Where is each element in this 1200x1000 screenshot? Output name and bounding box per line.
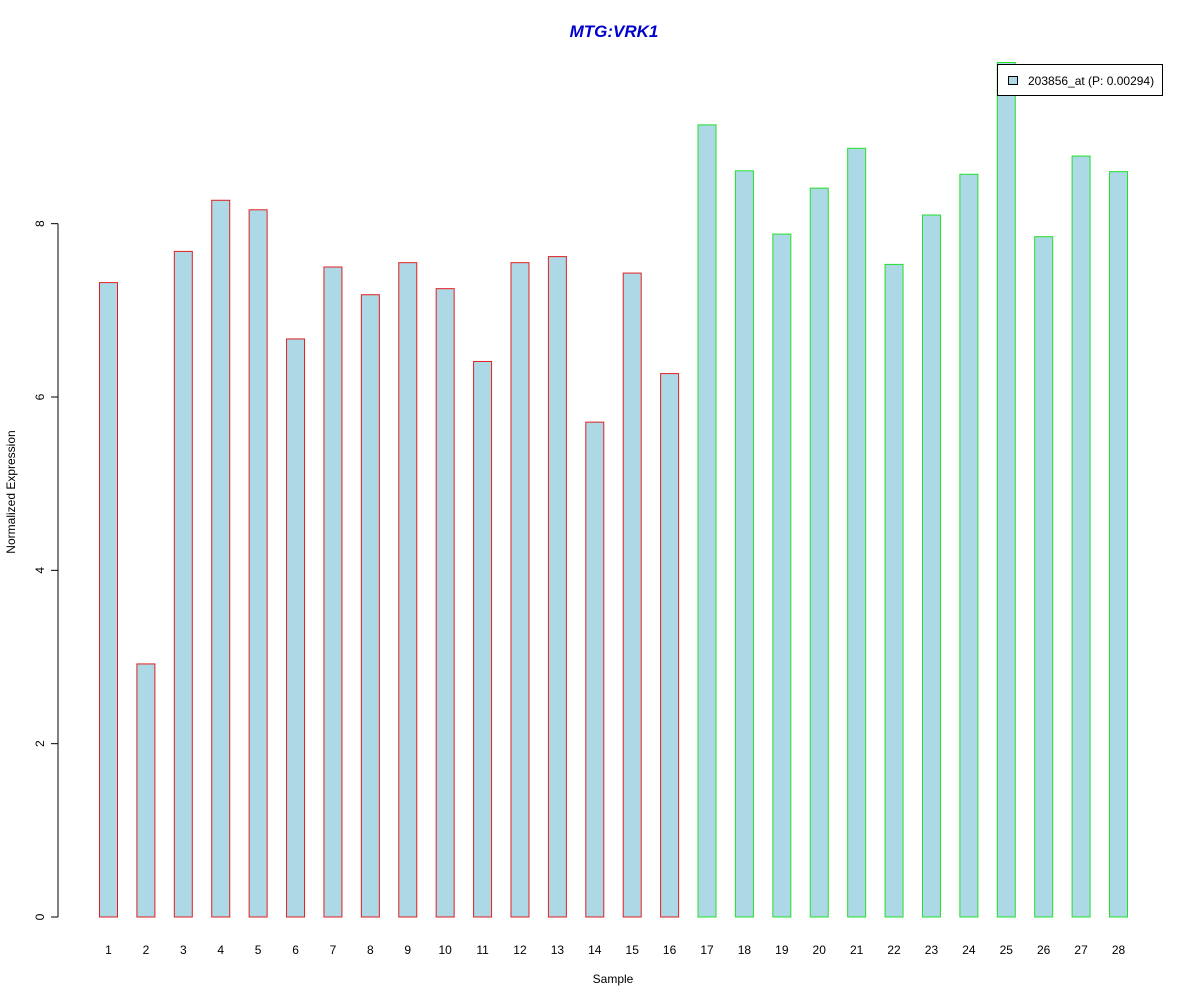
bar-sample-15 [622,272,642,918]
bar-sample-10 [435,288,455,918]
bars [99,61,1128,918]
x-tick-label: 6 [292,943,299,957]
bar-sample-22 [884,263,904,918]
x-tick-label: 2 [143,943,150,957]
legend-box [997,64,1163,96]
bar-sample-16 [660,373,680,918]
x-tick-label: 1 [105,943,112,957]
x-tick-label: 21 [850,943,864,957]
bar-sample-13 [547,256,567,918]
bar-sample-5 [248,209,268,918]
bar-sample-18 [734,170,754,918]
x-tick-label: 14 [588,943,602,957]
x-tick-label: 5 [255,943,262,957]
chart-title: MTG:VRK1 [570,22,659,41]
bar-sample-23 [921,214,941,918]
y-tick-label: 0 [33,913,47,920]
x-tick-label: 17 [700,943,714,957]
y-tick-label: 2 [33,740,47,747]
bar-sample-9 [398,262,418,918]
bar-sample-20 [809,187,829,918]
x-tick-label: 27 [1074,943,1088,957]
bar-sample-3 [173,250,193,918]
x-tick-label: 20 [813,943,827,957]
x-tick-label: 26 [1037,943,1051,957]
x-tick-label: 28 [1112,943,1126,957]
x-tick-label: 7 [330,943,337,957]
legend-label: 203856_at (P: 0.00294) [1028,74,1154,88]
x-tick-label: 24 [962,943,976,957]
x-tick-label: 25 [1000,943,1014,957]
bar-sample-1 [99,282,118,918]
x-tick-label: 9 [404,943,411,957]
bar-sample-8 [360,294,380,918]
bar-sample-11 [473,360,493,918]
x-tick-label: 13 [551,943,565,957]
y-axis-label: Normalized Expression [4,430,18,553]
bar-sample-4 [211,199,231,918]
x-tick-label: 3 [180,943,187,957]
bar-sample-2 [136,663,156,918]
bar-sample-14 [585,421,605,918]
bar-sample-19 [772,233,792,918]
bar-sample-25 [996,61,1016,918]
bar-sample-12 [510,262,530,918]
bar-sample-21 [847,147,867,918]
x-tick-label: 23 [925,943,939,957]
x-tick-label: 8 [367,943,374,957]
bar-sample-27 [1071,155,1091,918]
x-tick-label: 12 [513,943,527,957]
x-axis-label: Sample [593,972,634,986]
y-tick-label: 8 [33,220,47,227]
legend-swatch [1008,76,1018,85]
bar-sample-26 [1034,236,1054,918]
x-tick-label: 22 [887,943,901,957]
bar-sample-6 [286,338,306,918]
y-tick-label: 4 [33,567,47,574]
x-tick-label: 15 [626,943,640,957]
x-tick-label: 19 [775,943,789,957]
bar-sample-24 [959,173,979,918]
x-tick-label: 4 [217,943,224,957]
x-tick-labels: 1 2 3 4 5 6 7 8 9 10 11 12 13 14 15 16 17 18 19 20 21 22 23 24 2… [105,943,1125,957]
legend: 203856_at (P: 0.00294) [997,64,1163,96]
x-tick-label: 11 [476,943,489,957]
x-tick-label: 10 [438,943,452,957]
y-axis: 0 2 4 6 8 [33,220,59,920]
bar-sample-17 [697,124,717,918]
bar-sample-28 [1109,171,1128,918]
bar-sample-7 [323,266,343,918]
y-tick-label: 6 [33,393,47,400]
x-tick-label: 18 [738,943,752,957]
x-tick-label: 16 [663,943,677,957]
